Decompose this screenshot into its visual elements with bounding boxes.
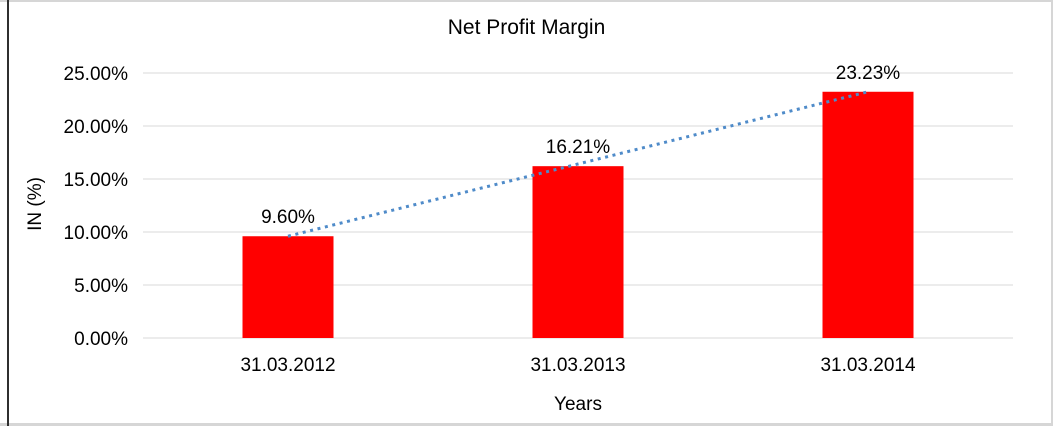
frame-border-left bbox=[7, 0, 9, 426]
data-label-31.03.2013: 16.21% bbox=[546, 137, 611, 158]
y-tick-label-25.00%: 25.00% bbox=[64, 64, 129, 85]
x-tick-label-31.03.2012: 31.03.2012 bbox=[240, 355, 335, 376]
frame-border-right bbox=[1051, 0, 1053, 426]
y-tick-label-20.00%: 20.00% bbox=[64, 117, 129, 138]
y-axis-title: IN (%) bbox=[25, 177, 46, 231]
x-tick-label-31.03.2013: 31.03.2013 bbox=[530, 355, 625, 376]
y-tick-label-10.00%: 10.00% bbox=[64, 223, 129, 244]
y-tick-label-5.00%: 5.00% bbox=[74, 276, 128, 297]
data-label-31.03.2012: 9.60% bbox=[261, 207, 315, 228]
frame-border-top bbox=[0, 0, 1053, 2]
trendline bbox=[287, 90, 869, 238]
data-label-31.03.2014: 23.23% bbox=[836, 63, 901, 84]
y-tick-label-0.00%: 0.00% bbox=[74, 329, 128, 350]
bar-31.03.2013 bbox=[532, 166, 624, 338]
y-tick-label-15.00%: 15.00% bbox=[64, 170, 129, 191]
chart-title: Net Profit Margin bbox=[447, 16, 606, 39]
x-tick-label-31.03.2014: 31.03.2014 bbox=[820, 355, 916, 376]
x-axis-title: Years bbox=[554, 394, 602, 415]
frame-border-bottom bbox=[0, 423, 1053, 426]
bar-31.03.2014 bbox=[822, 91, 914, 339]
bar-31.03.2012 bbox=[242, 236, 334, 338]
